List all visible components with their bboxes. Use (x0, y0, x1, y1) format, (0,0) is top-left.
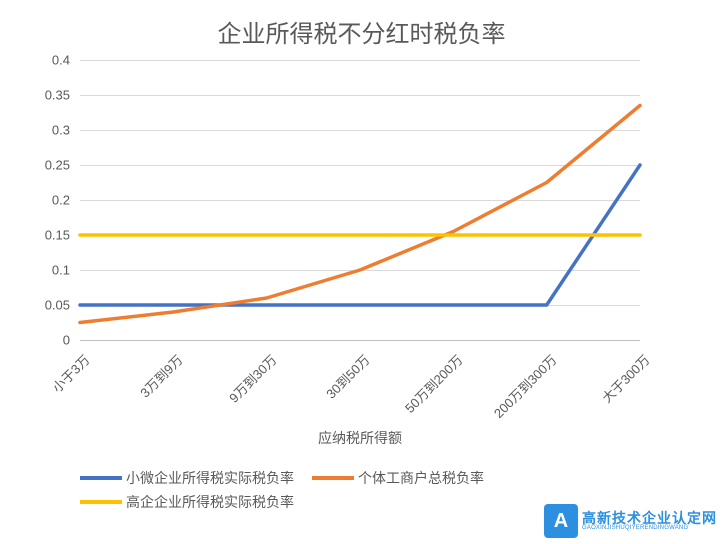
legend-swatch-icon (80, 476, 122, 480)
x-tick-label: 50万到200万 (400, 350, 467, 417)
watermark-sub-text: GAOXINJISHUQIYERENDINGWANG (582, 525, 717, 531)
y-axis: 00.050.10.150.20.250.30.350.4 (0, 60, 78, 340)
legend-label: 小微企业所得税实际税负率 (126, 468, 294, 488)
legend-swatch-icon (312, 476, 354, 480)
x-axis-label: 应纳税所得额 (80, 428, 640, 448)
y-tick-label: 0.1 (10, 263, 70, 278)
y-tick-label: 0.3 (10, 123, 70, 138)
y-tick-label: 0.25 (10, 158, 70, 173)
legend-item: 小微企业所得税实际税负率 (80, 468, 294, 488)
chart-lines (80, 60, 640, 340)
watermark-logo-icon: A (544, 504, 578, 538)
x-tick-label: 3万到9万 (136, 350, 187, 401)
y-tick-label: 0.15 (10, 228, 70, 243)
watermark-main-text: 高新技术企业认定网 (582, 511, 717, 526)
y-tick-label: 0.35 (10, 88, 70, 103)
x-tick-label: 30到50万 (321, 350, 373, 402)
plot-area (80, 60, 640, 340)
x-tick-label: 小于3万 (47, 350, 93, 396)
y-tick-label: 0.2 (10, 193, 70, 208)
x-tick-label: 9万到30万 (224, 350, 280, 406)
legend-swatch-icon (80, 500, 122, 504)
y-tick-label: 0 (10, 333, 70, 348)
chart-title: 企业所得税不分红时税负率 (0, 0, 723, 49)
y-tick-label: 0.05 (10, 298, 70, 313)
legend-label: 个体工商户总税负率 (358, 468, 484, 488)
y-tick-label: 0.4 (10, 53, 70, 68)
x-tick-label: 200万到300万 (488, 350, 560, 422)
legend-label: 高企企业所得税实际税负率 (126, 492, 294, 512)
x-tick-label: 大于300万 (597, 350, 653, 406)
legend-item: 高企企业所得税实际税负率 (80, 492, 294, 512)
legend-item: 个体工商户总税负率 (312, 468, 484, 488)
chart-container: 企业所得税不分红时税负率 0 0.05 0.1 0.15 0.2 0.25 0.3 0.35 0… (0, 0, 723, 544)
watermark: A 高新技术企业认定网 GAOXINJISHUQIYERENDINGWANG (544, 504, 717, 538)
